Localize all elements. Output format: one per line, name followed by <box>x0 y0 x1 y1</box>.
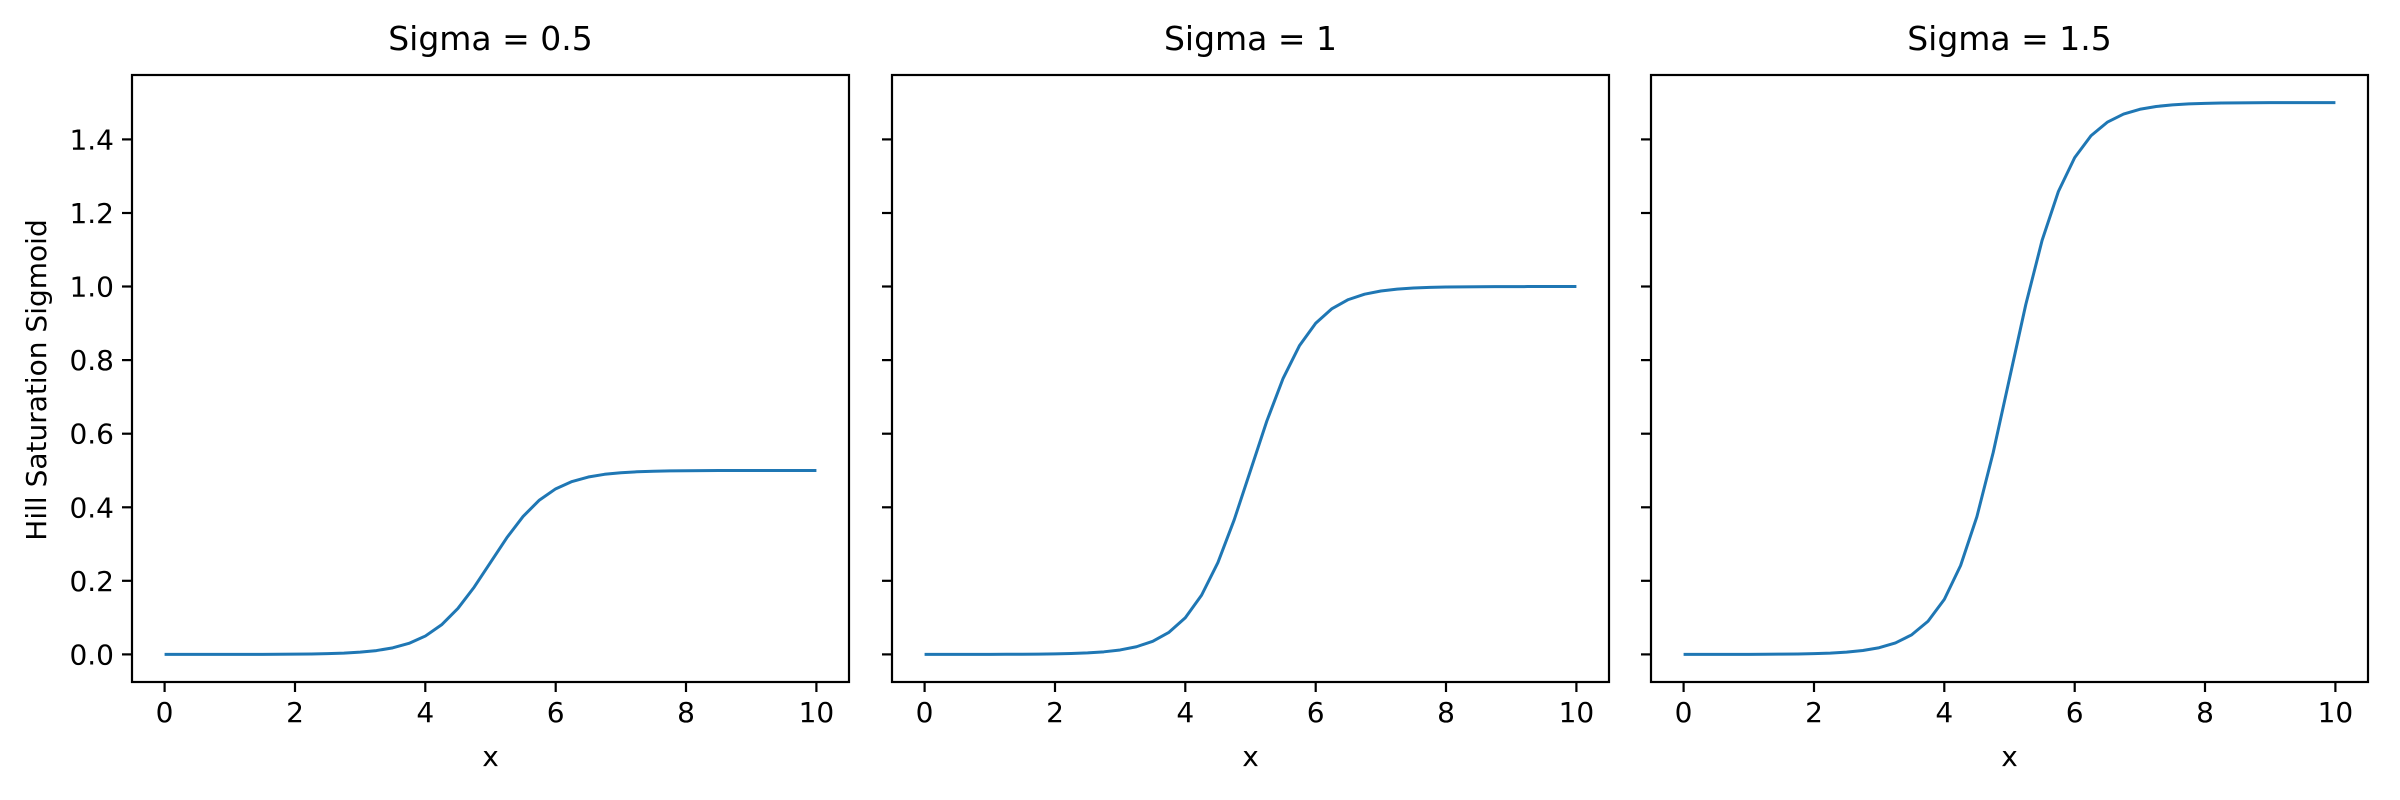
y-tick-label: 0.4 <box>69 491 114 524</box>
x-tick-label: 6 <box>2066 696 2084 729</box>
plot-title: Sigma = 1 <box>1163 19 1338 58</box>
subplot-sigma-1-5: Sigma = 1.5 0 2 4 6 8 10 x <box>1641 0 2370 800</box>
x-tick-label: 8 <box>1437 696 1455 729</box>
subplot-sigma-1: Sigma = 1 0 2 4 6 8 10 x <box>882 0 1611 800</box>
x-tick-label: 2 <box>1805 696 1823 729</box>
axes-sigma-1-5: 0 2 4 6 8 10 <box>1641 73 2370 729</box>
axes-sigma-0-5: 0 2 4 6 8 10 0.0 0.2 0.4 0.6 0.8 1.0 1.2 1.4 <box>69 73 851 729</box>
y-tick-label: 0.0 <box>69 638 114 671</box>
plot-border <box>1649 73 2370 684</box>
plot-border <box>890 73 1611 684</box>
x-tick-label: 0 <box>1675 696 1693 729</box>
x-tick-label: 0 <box>916 696 934 729</box>
sigmoid-curve <box>164 468 817 656</box>
axes-sigma-1: 0 2 4 6 8 10 <box>882 73 1611 729</box>
x-tick-label: 6 <box>547 696 565 729</box>
y-axis-label: Hill Saturation Sigmoid <box>20 219 53 541</box>
sigmoid-curve <box>924 285 1577 656</box>
sigmoid-curve <box>1683 101 2336 656</box>
plot-title: Sigma = 1.5 <box>1907 19 2112 58</box>
y-tick-label: 0.6 <box>69 418 114 451</box>
x-tick-label: 0 <box>156 696 174 729</box>
x-axis-label: x <box>1242 740 1259 773</box>
x-tick-label: 8 <box>677 696 695 729</box>
x-tick-label: 2 <box>1046 696 1064 729</box>
x-tick-label: 6 <box>1307 696 1325 729</box>
y-tick-label: 1.0 <box>69 271 114 304</box>
x-axis-label: x <box>482 740 499 773</box>
x-tick-label: 8 <box>2196 696 2214 729</box>
y-tick-label: 0.2 <box>69 565 114 598</box>
x-tick-label: 10 <box>1559 696 1595 729</box>
plot-border <box>130 73 851 684</box>
y-tick-label: 1.2 <box>69 197 114 230</box>
x-tick-label: 2 <box>286 696 304 729</box>
y-tick-label: 1.4 <box>69 123 114 156</box>
x-tick-label: 10 <box>799 696 835 729</box>
x-tick-label: 4 <box>1935 696 1953 729</box>
subplot-sigma-0-5: Sigma = 0.5 0 2 4 6 8 10 0.0 0.2 0.4 0.6 0.8 1.0 1.2… <box>69 0 851 800</box>
y-tick-label: 0.8 <box>69 344 114 377</box>
plot-title: Sigma = 0.5 <box>388 19 593 58</box>
x-axis-label: x <box>2001 740 2018 773</box>
x-tick-label: 4 <box>1176 696 1194 729</box>
x-tick-label: 4 <box>416 696 434 729</box>
x-tick-label: 10 <box>2318 696 2354 729</box>
